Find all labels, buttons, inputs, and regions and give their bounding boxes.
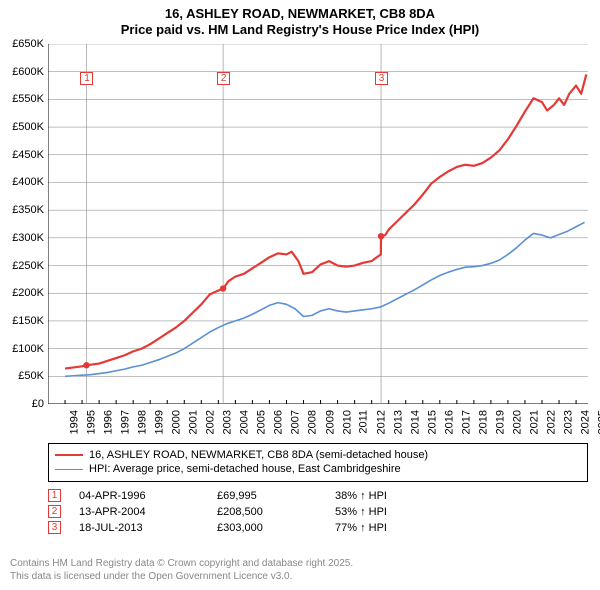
y-tick-label: £450K [0, 149, 44, 161]
x-tick-label: 1994 [68, 410, 80, 434]
x-tick-label: 2009 [324, 410, 336, 434]
x-tick-label: 2015 [426, 410, 438, 434]
legend-swatch-property [55, 454, 83, 456]
y-tick-label: £650K [0, 38, 44, 50]
legend-label-hpi: HPI: Average price, semi-detached house,… [89, 462, 401, 476]
title-line-1: 16, ASHLEY ROAD, NEWMARKET, CB8 8DA [0, 6, 600, 22]
sale-marker-box: 3 [375, 72, 388, 85]
x-tick-label: 2016 [443, 410, 455, 434]
y-tick-label: £100K [0, 343, 44, 355]
sale-date: 04-APR-1996 [79, 490, 199, 502]
legend-item-property: 16, ASHLEY ROAD, NEWMARKET, CB8 8DA (sem… [55, 448, 581, 462]
chart-svg [48, 44, 588, 404]
sale-delta: 53% ↑ HPI [335, 506, 387, 518]
y-tick-label: £500K [0, 121, 44, 133]
y-tick-label: £350K [0, 204, 44, 216]
x-tick-label: 2011 [357, 410, 369, 434]
y-tick-label: £200K [0, 287, 44, 299]
x-tick-label: 2025 [597, 410, 600, 434]
x-tick-label: 2001 [188, 410, 200, 434]
x-tick-label: 1996 [103, 410, 115, 434]
sales-table: 1 04-APR-1996 £69,995 38% ↑ HPI 2 13-APR… [48, 486, 588, 537]
x-tick-label: 2010 [341, 410, 353, 434]
title-line-2: Price paid vs. HM Land Registry's House … [0, 22, 600, 38]
sale-delta: 77% ↑ HPI [335, 522, 387, 534]
x-tick-label: 1997 [120, 410, 132, 434]
y-tick-label: £300K [0, 232, 44, 244]
x-tick-label: 1999 [154, 410, 166, 434]
x-tick-label: 2007 [290, 410, 302, 434]
sale-index: 3 [48, 521, 61, 534]
chart-title: 16, ASHLEY ROAD, NEWMARKET, CB8 8DA Pric… [0, 0, 600, 39]
x-tick-label: 2006 [273, 410, 285, 434]
x-tick-label: 2000 [171, 410, 183, 434]
sale-row: 3 18-JUL-2013 £303,000 77% ↑ HPI [48, 521, 588, 534]
legend-swatch-hpi [55, 469, 83, 470]
y-tick-label: £400K [0, 176, 44, 188]
x-tick-label: 2002 [205, 410, 217, 434]
x-tick-label: 2021 [528, 410, 540, 434]
x-tick-label: 2024 [580, 410, 592, 434]
legend-label-property: 16, ASHLEY ROAD, NEWMARKET, CB8 8DA (sem… [89, 448, 428, 462]
x-tick-label: 2019 [494, 410, 506, 434]
sale-price: £303,000 [217, 522, 317, 534]
footer-attribution: Contains HM Land Registry data © Crown c… [10, 558, 353, 583]
sale-marker-box: 1 [80, 72, 93, 85]
sale-date: 18-JUL-2013 [79, 522, 199, 534]
legend: 16, ASHLEY ROAD, NEWMARKET, CB8 8DA (sem… [48, 443, 588, 482]
y-tick-label: £50K [0, 370, 44, 382]
y-tick-label: £600K [0, 66, 44, 78]
sale-row: 2 13-APR-2004 £208,500 53% ↑ HPI [48, 505, 588, 518]
sale-marker-box: 2 [217, 72, 230, 85]
x-tick-label: 1995 [86, 410, 98, 434]
x-tick-label: 2018 [477, 410, 489, 434]
x-tick-label: 2014 [409, 410, 421, 434]
x-tick-label: 2005 [256, 410, 268, 434]
x-tick-label: 2020 [511, 410, 523, 434]
x-tick-label: 2017 [460, 410, 472, 434]
y-tick-label: £250K [0, 260, 44, 272]
sale-index: 2 [48, 505, 61, 518]
footer-line-1: Contains HM Land Registry data © Crown c… [10, 558, 353, 571]
y-tick-label: £550K [0, 93, 44, 105]
x-tick-label: 1998 [137, 410, 149, 434]
y-tick-label: £0 [0, 398, 44, 410]
x-tick-label: 2003 [222, 410, 234, 434]
footer-line-2: This data is licensed under the Open Gov… [10, 571, 353, 584]
x-tick-label: 2013 [392, 410, 404, 434]
x-tick-label: 2022 [545, 410, 557, 434]
sale-delta: 38% ↑ HPI [335, 490, 387, 502]
sale-date: 13-APR-2004 [79, 506, 199, 518]
x-tick-label: 2012 [375, 410, 387, 434]
sale-row: 1 04-APR-1996 £69,995 38% ↑ HPI [48, 489, 588, 502]
x-tick-label: 2023 [562, 410, 574, 434]
legend-item-hpi: HPI: Average price, semi-detached house,… [55, 462, 581, 476]
chart-plot-area [48, 44, 588, 404]
sale-index: 1 [48, 489, 61, 502]
sale-price: £208,500 [217, 506, 317, 518]
x-tick-label: 2008 [307, 410, 319, 434]
x-tick-label: 2004 [239, 410, 251, 434]
y-tick-label: £150K [0, 315, 44, 327]
sale-price: £69,995 [217, 490, 317, 502]
